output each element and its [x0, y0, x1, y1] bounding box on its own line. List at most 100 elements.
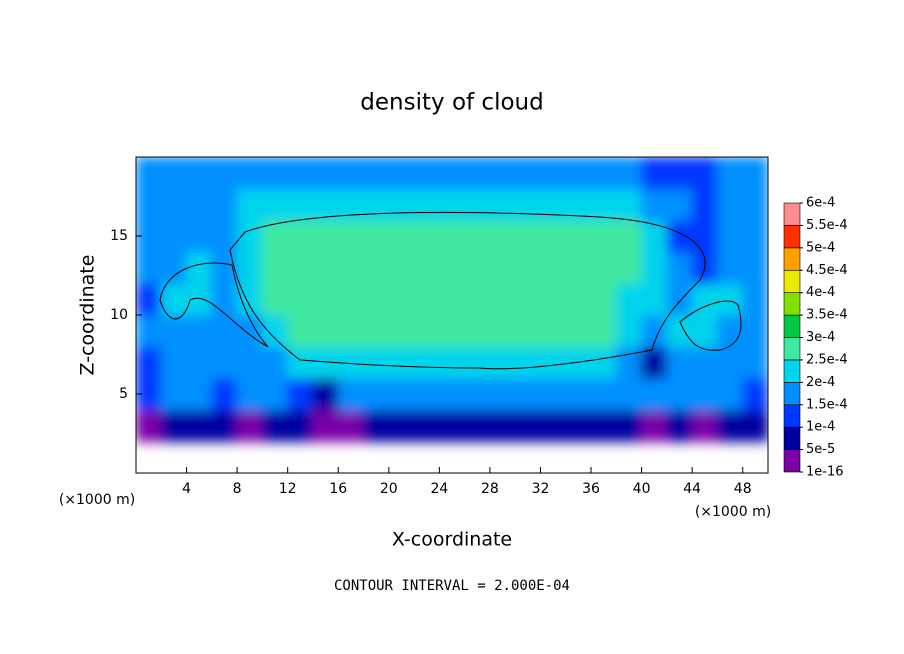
x-unit: (×1000 m) — [695, 504, 771, 520]
heat-cell — [136, 188, 162, 221]
heat-cell — [666, 409, 693, 442]
heat-cell — [160, 346, 188, 379]
heat-cell — [261, 314, 289, 348]
heat-cell — [160, 251, 188, 284]
heat-cell — [464, 282, 491, 316]
heat-cell — [615, 219, 643, 253]
heat-cell — [337, 157, 365, 190]
heat-cell — [716, 377, 744, 411]
heat-cell — [539, 188, 567, 221]
heat-cell — [211, 188, 238, 221]
x-tick-label: 40 — [633, 481, 651, 497]
heat-cell — [211, 282, 238, 316]
heat-cell — [489, 219, 516, 253]
heat-cell — [363, 377, 390, 411]
heat-cell — [438, 282, 466, 316]
heat-cell — [565, 251, 592, 284]
heat-cell — [565, 282, 592, 316]
heat-cell — [136, 251, 162, 284]
heat-cell — [388, 219, 415, 253]
heat-cell — [236, 157, 263, 190]
heat-cell — [413, 409, 440, 442]
heat-cell — [186, 188, 213, 221]
heat-cell — [261, 157, 289, 190]
heat-cell — [438, 346, 466, 379]
x-unit-left: (×1000 m) — [59, 492, 135, 508]
heat-cell — [666, 188, 693, 221]
heat-cell — [641, 409, 668, 442]
heat-cell — [691, 409, 718, 442]
heat-cell — [363, 188, 390, 221]
heat-cell — [666, 282, 693, 316]
heat-cell — [186, 157, 213, 190]
heat-cell — [287, 346, 314, 379]
x-tick-label: 24 — [430, 481, 448, 497]
heat-cell — [236, 188, 263, 221]
heat-cell — [438, 409, 466, 442]
heat-cell — [742, 157, 768, 190]
heat-cell — [742, 282, 768, 316]
heat-cell — [691, 346, 718, 379]
heat-cell — [464, 346, 491, 379]
heat-cell — [160, 314, 188, 348]
heat-cell — [590, 251, 617, 284]
colorbar-swatch — [783, 292, 801, 316]
heat-cell — [742, 314, 768, 348]
heat-cell — [615, 157, 643, 190]
heat-cell — [590, 282, 617, 316]
heat-cell — [413, 251, 440, 284]
heat-cell — [211, 409, 238, 442]
heat-cell — [691, 219, 718, 253]
heat-cell — [261, 219, 289, 253]
heat-cell — [211, 377, 238, 411]
heat-cell — [363, 346, 390, 379]
heat-cell — [641, 219, 668, 253]
chart-title: density of cloud — [360, 90, 543, 116]
heat-cell — [287, 157, 314, 190]
heat-cell — [716, 409, 744, 442]
heat-cell — [489, 157, 516, 190]
x-axis-label: X-coordinate — [392, 529, 512, 551]
heat-cell — [186, 377, 213, 411]
heat-cell — [413, 346, 440, 379]
heat-cell — [136, 409, 162, 442]
colorbar-swatch — [783, 202, 801, 226]
heat-cell — [742, 377, 768, 411]
colorbar-swatch — [783, 359, 801, 383]
heat-cell — [514, 251, 541, 284]
heat-cell — [666, 346, 693, 379]
heat-cell — [464, 314, 491, 348]
heat-cell — [691, 157, 718, 190]
heat-cell — [489, 188, 516, 221]
heat-cell — [590, 314, 617, 348]
y-tick-label: 10 — [110, 307, 128, 323]
heat-cell — [287, 282, 314, 316]
heat-cell — [514, 282, 541, 316]
colorbar-label: 5e-4 — [806, 240, 835, 255]
colorbar-label: 1.5e-4 — [806, 397, 848, 412]
heat-cell — [438, 314, 466, 348]
heat-cell — [337, 346, 365, 379]
colorbar-swatch — [783, 314, 801, 338]
heat-cell — [160, 219, 188, 253]
colorbar-swatch — [783, 269, 801, 293]
heat-cell — [615, 346, 643, 379]
heat-cell — [413, 188, 440, 221]
heat-cell — [388, 346, 415, 379]
heat-cell — [514, 157, 541, 190]
colorbar-swatch — [783, 404, 801, 428]
heat-cell — [312, 377, 339, 411]
heat-cell — [464, 157, 491, 190]
heat-cell — [413, 157, 440, 190]
heat-cell — [136, 282, 162, 316]
heat-cell — [287, 219, 314, 253]
heat-cell — [489, 282, 516, 316]
heat-cell — [438, 188, 466, 221]
heat-cell — [388, 409, 415, 442]
colorbar-label: 3e-4 — [806, 330, 835, 345]
heat-cell — [363, 157, 390, 190]
heat-cell — [211, 157, 238, 190]
heat-cell — [539, 314, 567, 348]
x-tick-label: 36 — [582, 481, 600, 497]
